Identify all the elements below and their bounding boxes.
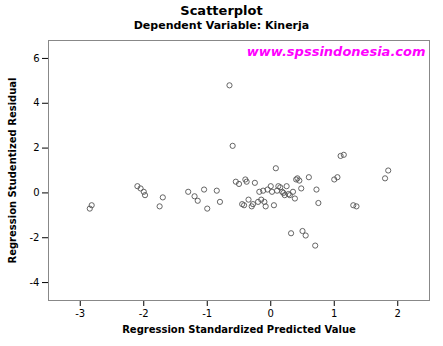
html-text:Dependent Variable: Kinerja: Dependent Variable: Kinerja bbox=[133, 19, 310, 32]
svg-text:-3: -3 bbox=[75, 308, 85, 319]
svg-text:6: 6 bbox=[33, 53, 39, 64]
svg-text:Regression Standardized Predic: Regression Standardized Predicted Value bbox=[122, 324, 356, 335]
svg-text:www.spssindonesia.com: www.spssindonesia.com bbox=[247, 44, 426, 59]
html-text:Scatterplot: Scatterplot bbox=[180, 3, 263, 18]
svg-text:Regression Studentized Residua: Regression Studentized Residual bbox=[7, 77, 18, 263]
svg-text:-2: -2 bbox=[30, 232, 40, 243]
svg-text:1: 1 bbox=[331, 308, 337, 319]
svg-text:-4: -4 bbox=[30, 277, 40, 288]
svg-text:2: 2 bbox=[395, 308, 401, 319]
svg-text:2: 2 bbox=[33, 142, 39, 153]
svg-text:-1: -1 bbox=[202, 308, 212, 319]
svg-text:0: 0 bbox=[33, 187, 39, 198]
svg-text:4: 4 bbox=[33, 97, 39, 108]
svg-text:0: 0 bbox=[268, 308, 274, 319]
svg-text:-2: -2 bbox=[139, 308, 149, 319]
